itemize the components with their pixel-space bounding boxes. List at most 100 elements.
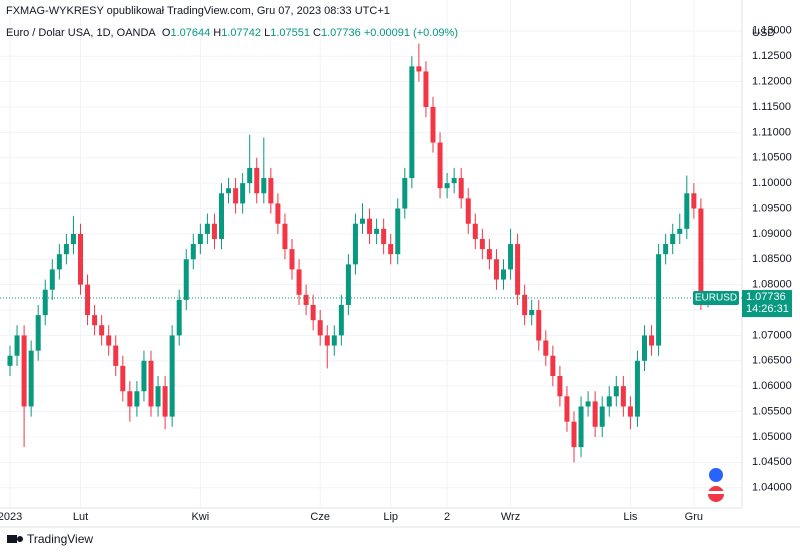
legend-c: C bbox=[313, 27, 321, 39]
candle-body bbox=[627, 406, 633, 417]
candle-body bbox=[35, 315, 41, 351]
legend-row: Euro / Dolar USA, 1D, OANDA O1.07644 H1.… bbox=[6, 27, 458, 39]
x-tick-label: Gru bbox=[685, 511, 703, 523]
grid bbox=[0, 0, 742, 508]
candle-body bbox=[578, 406, 584, 448]
x-tick-label: Wrz bbox=[501, 511, 520, 523]
candle-body bbox=[465, 198, 471, 224]
candle-body bbox=[367, 218, 373, 234]
candle-body bbox=[28, 350, 34, 407]
legend-symbol: Euro / Dolar USA, 1D, OANDA bbox=[6, 27, 156, 39]
candle-body bbox=[317, 320, 323, 336]
x-tick-label: Lip bbox=[383, 511, 398, 523]
price-label-bg bbox=[742, 290, 792, 318]
candle-body bbox=[423, 71, 429, 107]
candle-body bbox=[303, 294, 309, 305]
candle-body bbox=[698, 208, 704, 303]
x-tick-label: Lis bbox=[623, 511, 638, 523]
candle-body bbox=[78, 233, 83, 285]
candle-body bbox=[479, 238, 485, 250]
candle-body bbox=[564, 396, 570, 422]
candle-body bbox=[599, 406, 605, 427]
y-axis-label: USD bbox=[752, 27, 775, 39]
y-tick-label: 1.10500 bbox=[752, 152, 792, 164]
candle-body bbox=[493, 259, 499, 280]
candle-body bbox=[352, 223, 358, 265]
legend-close: 1.07736 bbox=[320, 27, 361, 39]
candle-body bbox=[620, 386, 626, 407]
candle-body bbox=[437, 142, 443, 189]
candle-body bbox=[508, 244, 514, 270]
candle-body bbox=[345, 264, 351, 305]
candle-body bbox=[282, 223, 288, 250]
y-tick-label: 1.06500 bbox=[752, 355, 792, 367]
y-tick-label: 1.10000 bbox=[752, 177, 792, 189]
legend-l: L bbox=[264, 27, 271, 39]
candle-body bbox=[571, 421, 577, 448]
y-tick-label: 1.05000 bbox=[752, 431, 792, 443]
candle-body bbox=[176, 299, 182, 336]
y-tick-label: 1.12500 bbox=[752, 50, 792, 62]
candle-body bbox=[585, 401, 591, 407]
candle-body bbox=[381, 228, 387, 245]
candle-body bbox=[458, 178, 464, 199]
candle-body bbox=[254, 167, 260, 194]
candle-body bbox=[226, 188, 232, 194]
candle-body bbox=[120, 365, 126, 392]
candle-body bbox=[522, 294, 528, 316]
candle-body bbox=[592, 401, 598, 427]
y-tick-label: 1.09000 bbox=[752, 228, 792, 240]
candle-body bbox=[190, 244, 196, 260]
candle-body bbox=[162, 386, 168, 417]
candle-body bbox=[501, 269, 506, 280]
candle-body bbox=[7, 355, 13, 366]
candle-body bbox=[536, 310, 542, 341]
candle-body bbox=[550, 355, 556, 377]
candle-body bbox=[42, 289, 48, 316]
y-tick-label: 1.06000 bbox=[752, 380, 792, 392]
candle-body bbox=[148, 360, 154, 407]
candle-body bbox=[486, 249, 492, 260]
y-tick-label: 1.13000 bbox=[752, 25, 792, 37]
candle-body bbox=[197, 233, 203, 245]
candle-body bbox=[649, 335, 655, 346]
candle-body bbox=[642, 335, 647, 361]
candle-body bbox=[261, 178, 267, 194]
candle-body bbox=[374, 228, 380, 234]
candle-body bbox=[211, 223, 217, 239]
candle-body bbox=[402, 178, 408, 209]
publisher: FXMAG-WYKRESY opublikował TradingView.co… bbox=[6, 5, 390, 17]
candle-body bbox=[663, 244, 669, 255]
candle-body bbox=[634, 360, 640, 417]
y-tick-label: 1.11000 bbox=[752, 126, 791, 138]
candle-body bbox=[85, 284, 91, 316]
candle-body bbox=[310, 304, 316, 321]
candle-body bbox=[240, 183, 246, 204]
y-tick-label: 1.05500 bbox=[752, 405, 792, 417]
legend-high: 1.07742 bbox=[221, 27, 262, 39]
candle-body bbox=[247, 167, 253, 184]
candle-body bbox=[324, 335, 330, 346]
candle-body bbox=[219, 193, 224, 239]
legend-low: 1.07551 bbox=[270, 27, 310, 39]
candle-body bbox=[21, 335, 27, 407]
candle-body bbox=[204, 223, 210, 234]
candle-body bbox=[451, 178, 457, 184]
candle-body bbox=[360, 218, 365, 224]
x-tick-label: 2 bbox=[444, 511, 450, 523]
candle-body bbox=[416, 66, 422, 72]
footer-brand: TradingView bbox=[27, 532, 93, 546]
candle-body bbox=[275, 203, 281, 224]
candle-body bbox=[472, 223, 478, 239]
candle-body bbox=[515, 244, 521, 295]
y-tick-label: 1.04500 bbox=[752, 456, 792, 468]
y-tick-label: 1.07000 bbox=[752, 329, 792, 341]
y-tick-label: 1.04000 bbox=[752, 482, 792, 494]
candle-body bbox=[99, 325, 105, 336]
y-tick-label: 1.08500 bbox=[752, 253, 792, 265]
candle-body bbox=[141, 360, 147, 392]
x-tick-label: Kwi bbox=[191, 511, 209, 523]
candle-body bbox=[49, 269, 55, 290]
